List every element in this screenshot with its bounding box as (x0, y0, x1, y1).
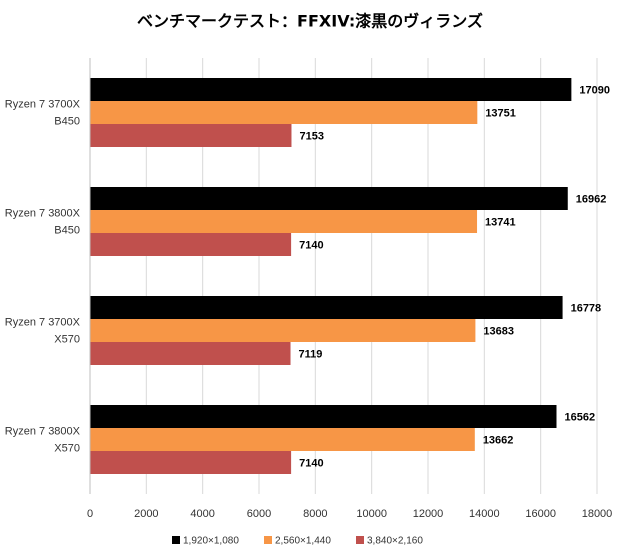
x-tick-label: 4000 (190, 508, 214, 520)
x-tick-label: 16000 (525, 508, 556, 520)
bar (90, 78, 572, 101)
value-label: 7140 (299, 239, 323, 251)
value-label: 7140 (299, 457, 323, 469)
legend-label: 2,560×1,440 (275, 536, 331, 547)
y-tick-label: Ryzen 7 3800X (5, 425, 81, 437)
y-tick-label: B450 (54, 115, 80, 127)
y-tick-label: X570 (54, 333, 80, 345)
bar (90, 233, 292, 256)
bar (90, 428, 475, 451)
bar (90, 319, 476, 342)
bar (90, 187, 568, 210)
bar (90, 210, 478, 233)
legend-swatch (356, 536, 364, 544)
x-tick-label: 12000 (413, 508, 444, 520)
value-label: 7119 (299, 348, 323, 360)
x-tick-label: 8000 (303, 508, 327, 520)
legend-swatch (172, 536, 180, 544)
bar (90, 296, 563, 319)
x-tick-label: 6000 (247, 508, 271, 520)
legend-label: 3,840×2,160 (367, 536, 423, 547)
bar (90, 101, 478, 124)
x-tick-label: 2000 (134, 508, 158, 520)
legend-swatch (264, 536, 272, 544)
x-tick-label: 10000 (356, 508, 387, 520)
bar (90, 405, 557, 428)
x-tick-label: 14000 (469, 508, 500, 520)
value-label: 7153 (299, 130, 323, 142)
y-tick-label: Ryzen 7 3700X (5, 98, 81, 110)
bar (90, 451, 292, 474)
value-label: 13751 (485, 107, 516, 119)
y-tick-label: Ryzen 7 3700X (5, 316, 81, 328)
x-tick-label: 0 (87, 508, 93, 520)
chart-title: ベンチマークテスト：FFXIV:漆黒のヴィランズ (137, 12, 483, 31)
legend-label: 1,920×1,080 (183, 536, 239, 547)
y-tick-label: Ryzen 7 3800X (5, 207, 81, 219)
bar (90, 124, 292, 147)
value-label: 13683 (483, 325, 514, 337)
y-tick-label: B450 (54, 224, 80, 236)
value-label: 16562 (564, 411, 595, 423)
value-label: 13741 (485, 216, 516, 228)
x-tick-label: 18000 (582, 508, 613, 520)
value-label: 16962 (576, 193, 607, 205)
value-label: 16778 (571, 302, 602, 314)
value-label: 13662 (483, 434, 514, 446)
bar (90, 342, 291, 365)
y-tick-label: X570 (54, 442, 80, 454)
value-label: 17090 (579, 84, 610, 96)
